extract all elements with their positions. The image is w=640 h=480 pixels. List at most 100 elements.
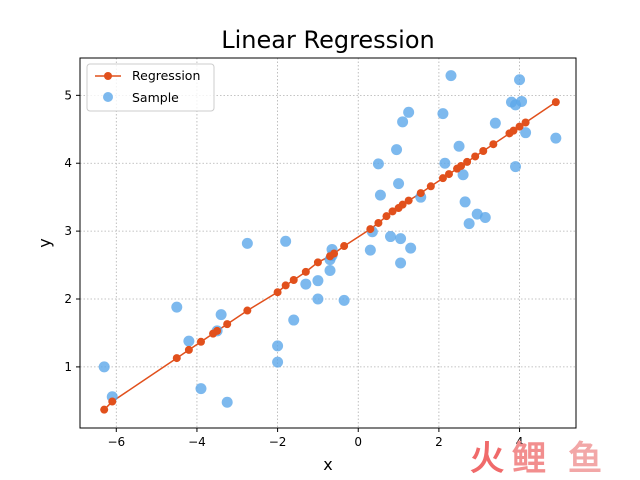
regression-point: [301, 267, 310, 276]
y-tick-label: 1: [64, 360, 72, 374]
sample-point: [445, 70, 457, 82]
plot-frame: [79, 57, 577, 429]
sample-point: [241, 237, 253, 249]
sample-point: [195, 383, 207, 395]
y-axis-label: y: [35, 238, 54, 247]
legend-sample-label: Sample: [132, 90, 179, 105]
sample-point: [183, 335, 195, 347]
sample-point: [385, 231, 397, 243]
sample-point: [288, 314, 300, 326]
sample-point: [393, 178, 405, 190]
regression-point: [388, 207, 397, 216]
sample-point: [324, 264, 336, 276]
watermark-char-2: 鲤: [512, 439, 546, 479]
regression-point: [100, 405, 109, 414]
regression-point: [489, 140, 498, 149]
regression-point: [479, 147, 488, 156]
regression-point: [313, 258, 322, 267]
regression-point: [196, 337, 205, 346]
sample-point: [439, 157, 451, 169]
sample-point: [338, 294, 350, 306]
sample-point: [453, 140, 465, 152]
regression-point: [273, 288, 282, 297]
regression-point: [509, 126, 518, 135]
y-axis-ticks: 1 2 3 4 5: [64, 88, 80, 374]
regression-point: [404, 196, 413, 205]
regression-point: [330, 249, 339, 258]
regression-point: [289, 276, 298, 284]
y-tick-label: 3: [64, 224, 72, 238]
x-tick-label: 4: [516, 435, 524, 449]
sample-point: [514, 74, 526, 86]
sample-point: [280, 235, 292, 247]
x-tick-label: −4: [188, 435, 206, 449]
regression-point: [551, 98, 560, 107]
regression-point: [172, 354, 181, 363]
sample-point: [215, 309, 227, 321]
x-axis-label: x: [323, 455, 332, 474]
regression-point: [521, 118, 530, 127]
regression-markers-group: [100, 98, 560, 414]
sample-point: [364, 244, 376, 256]
legend-regression-label: Regression: [132, 68, 200, 83]
sample-point: [272, 340, 284, 352]
regression-point: [398, 200, 407, 209]
sample-point: [312, 275, 324, 287]
x-tick-label: −2: [269, 435, 287, 449]
regression-point: [426, 182, 435, 191]
sample-point: [520, 127, 532, 139]
regression-point: [366, 225, 375, 234]
regression-point: [444, 170, 453, 179]
legend-regression-marker-icon: [104, 72, 112, 80]
sample-point: [550, 132, 562, 144]
y-tick-label: 4: [64, 156, 72, 170]
regression-point: [416, 189, 425, 198]
regression-point: [382, 212, 391, 221]
sample-point: [372, 158, 384, 170]
regression-point: [438, 174, 447, 183]
sample-point: [300, 278, 312, 290]
sample-point: [479, 212, 491, 224]
sample-point: [397, 116, 409, 128]
sample-point: [437, 108, 449, 120]
x-axis-ticks: −6 −4 −2 0 2 4: [107, 428, 523, 449]
sample-point: [374, 189, 386, 201]
sample-point: [489, 117, 501, 129]
sample-point: [272, 356, 284, 368]
sample-point: [391, 144, 403, 156]
y-tick-label: 2: [64, 292, 72, 306]
regression-point: [457, 161, 466, 170]
sample-point: [171, 301, 183, 313]
regression-point: [281, 281, 290, 290]
x-tick-label: −6: [107, 435, 125, 449]
sample-point: [516, 95, 528, 107]
legend: Regression Sample: [86, 63, 215, 112]
sample-point: [405, 242, 417, 254]
legend-sample-marker-icon: [103, 92, 113, 102]
sample-point: [395, 257, 407, 269]
sample-point: [463, 218, 475, 230]
x-tick-label: 0: [354, 435, 362, 449]
sample-point: [403, 106, 415, 118]
regression-point: [213, 326, 222, 335]
sample-point: [98, 361, 110, 373]
sample-point: [510, 161, 522, 173]
sample-point: [459, 196, 471, 208]
x-tick-label: 2: [435, 435, 443, 449]
chart-title: Linear Regression: [221, 26, 435, 54]
regression-point: [515, 122, 524, 131]
regression-point: [340, 242, 349, 251]
regression-point: [184, 345, 193, 354]
watermark-logo: 火 鲤 鱼: [470, 439, 602, 479]
watermark-char-3: 鱼: [568, 439, 602, 479]
y-tick-label: 5: [64, 88, 72, 102]
regression-point: [374, 218, 383, 227]
regression-point: [243, 306, 252, 315]
regression-point: [471, 152, 480, 161]
regression-point: [108, 397, 117, 406]
watermark-char-1: 火: [470, 439, 504, 479]
sample-point: [312, 293, 324, 305]
regression-point: [223, 320, 232, 329]
regression-point: [463, 157, 472, 166]
